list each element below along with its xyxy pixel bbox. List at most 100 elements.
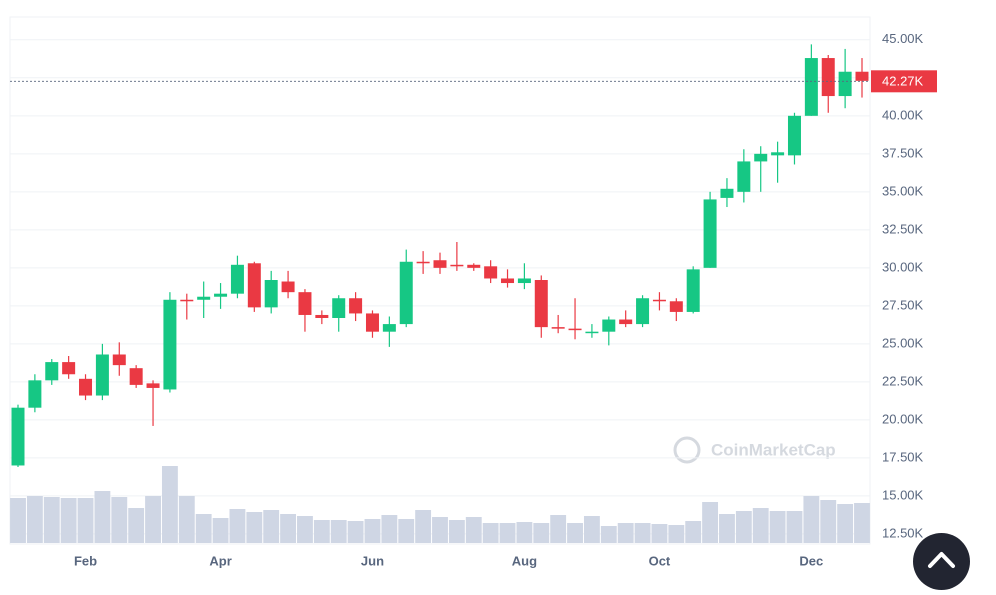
y-tick-label: 45.00K	[882, 31, 924, 46]
volume-bar	[10, 498, 26, 543]
candle	[230, 255, 244, 299]
candle-body	[484, 266, 498, 279]
volume-bar	[330, 520, 347, 543]
volume-bar	[702, 502, 719, 543]
volume-bar	[533, 523, 550, 543]
candle-body	[619, 319, 633, 325]
candle-body	[517, 278, 531, 284]
candle-body	[247, 263, 261, 308]
x-tick-label: Aug	[512, 553, 537, 568]
candle-body	[568, 328, 582, 331]
candle-body	[636, 298, 650, 325]
scroll-top-button[interactable]	[913, 533, 970, 590]
candle-body	[399, 261, 413, 325]
volume-bar	[499, 523, 516, 543]
candle-body	[787, 115, 801, 156]
candle-body	[416, 261, 430, 264]
candle	[855, 58, 869, 98]
volume-bar	[583, 516, 600, 543]
candle	[315, 310, 329, 325]
candle-body	[129, 368, 143, 385]
candle	[686, 266, 700, 314]
volume-bar	[550, 515, 567, 543]
candle-body	[821, 58, 835, 97]
candle	[534, 275, 548, 338]
candle-body	[281, 281, 295, 293]
candle-body	[703, 199, 717, 268]
candle	[720, 178, 734, 208]
volume-bar	[246, 512, 263, 543]
candle-body	[349, 298, 363, 314]
candle	[433, 252, 447, 274]
volume-bar	[178, 496, 195, 543]
candle	[602, 316, 616, 346]
candle	[298, 289, 312, 332]
candle	[568, 298, 582, 340]
x-tick-label: Oct	[649, 553, 671, 568]
candle	[365, 310, 379, 338]
candle	[517, 263, 531, 290]
volume-bar	[567, 523, 583, 543]
volume-bar	[161, 466, 178, 543]
candle-body	[112, 354, 126, 366]
y-tick-label: 37.50K	[882, 145, 924, 160]
volume-bar	[280, 514, 297, 543]
candle-body	[11, 407, 25, 466]
candle	[416, 251, 430, 274]
candle	[11, 404, 25, 467]
candle	[264, 270, 278, 314]
y-tick-label: 40.00K	[882, 107, 924, 122]
candle	[399, 249, 413, 328]
volume-bar	[94, 491, 111, 543]
candle-body	[382, 324, 396, 332]
candle-body	[315, 314, 329, 319]
candle	[349, 292, 363, 322]
volume-bar	[803, 496, 820, 543]
candle-body	[28, 380, 42, 408]
candle	[787, 112, 801, 165]
y-tick-label: 12.50K	[882, 525, 924, 540]
candle-body	[534, 280, 548, 328]
candle	[619, 310, 633, 328]
watermark-logo	[673, 436, 701, 464]
volume-bar	[145, 496, 161, 543]
candle	[180, 293, 194, 320]
candle-body	[332, 298, 346, 319]
candle-body	[79, 378, 93, 396]
volume-bar	[735, 511, 752, 543]
watermark: CoinMarketCap	[673, 436, 836, 464]
volume-bar	[128, 508, 145, 543]
candle	[585, 324, 599, 338]
volume-bar	[786, 511, 803, 543]
candle	[112, 342, 126, 376]
volume-bar	[111, 497, 128, 543]
candle-body	[62, 362, 76, 375]
candle-body	[197, 296, 211, 300]
candle-body	[298, 292, 312, 315]
candle	[669, 298, 683, 322]
volume-bar	[854, 503, 870, 543]
candle-body	[163, 299, 177, 390]
volume-bar	[347, 521, 364, 543]
volume-bar	[617, 523, 634, 543]
candle	[45, 359, 59, 385]
candle	[281, 270, 295, 299]
current-price-label: 42.27K	[882, 74, 924, 89]
candle	[214, 283, 228, 309]
volume-bar	[77, 498, 94, 543]
candle	[804, 44, 818, 116]
candle	[79, 374, 93, 401]
candle	[28, 374, 42, 413]
volume-bar	[60, 498, 77, 543]
volume-bar	[600, 526, 617, 543]
candle	[737, 149, 751, 203]
volume-bar	[432, 517, 448, 543]
candle	[95, 343, 109, 401]
candle-body	[450, 264, 464, 267]
x-tick-label: Feb	[74, 553, 97, 568]
y-tick-label: 22.50K	[882, 373, 924, 388]
candle-body	[467, 264, 481, 268]
candle-body	[720, 188, 734, 198]
volume-bar	[482, 523, 499, 543]
